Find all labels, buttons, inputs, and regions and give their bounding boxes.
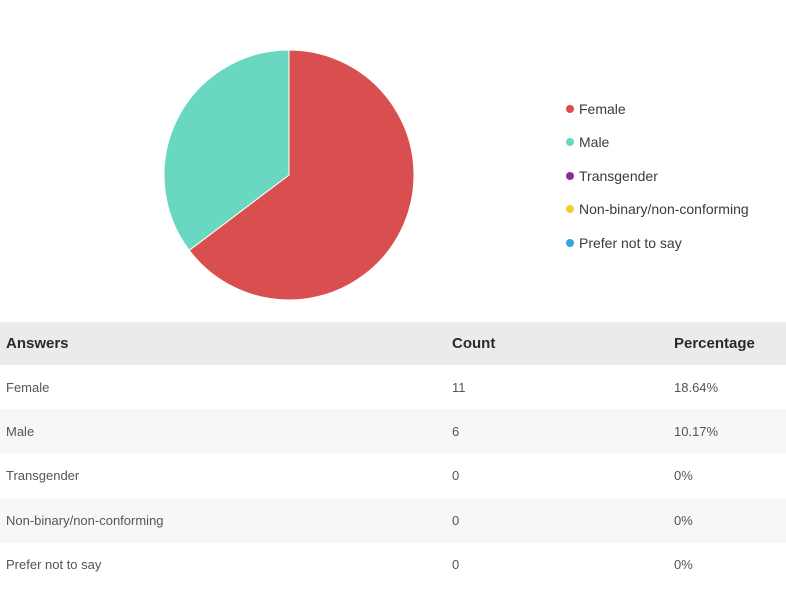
legend-item-female[interactable]: Female xyxy=(566,92,749,126)
table-header-row: Answers Count Percentage xyxy=(0,322,786,365)
legend-label: Female xyxy=(579,100,626,117)
count-cell: 11 xyxy=(452,379,466,395)
percentage-cell: 0% xyxy=(674,468,693,484)
answer-cell: Female xyxy=(6,379,50,395)
answer-cell: Non-binary/non-conforming xyxy=(0,498,446,543)
pie-chart: Female Male Transgender Non-binary/non-c… xyxy=(163,49,749,301)
table-row: Male 6 10.17% xyxy=(0,409,786,454)
header-count: Count xyxy=(446,322,668,365)
percentage-cell: 10.17% xyxy=(668,409,786,454)
legend-label: Male xyxy=(579,134,610,151)
legend-label: Prefer not to say xyxy=(579,234,682,251)
header-answers: Answers xyxy=(0,322,446,365)
pie-slice-male[interactable] xyxy=(163,49,290,252)
legend-item-male[interactable]: Male xyxy=(566,126,749,160)
count-cell: 0 xyxy=(446,498,668,543)
percentage-cell: 0% xyxy=(668,498,786,543)
count-cell: 0 xyxy=(452,557,460,573)
answer-cell: Transgender xyxy=(6,468,80,484)
chart-legend: Female Male Transgender Non-binary/non-c… xyxy=(566,92,749,260)
answer-cell: Prefer not to say xyxy=(6,557,102,573)
pie-slice-female[interactable] xyxy=(188,49,415,301)
legend-item-prefer-not-to-say[interactable]: Prefer not to say xyxy=(566,226,749,260)
results-table: Answers Count Percentage Female 11 18.64… xyxy=(0,322,786,587)
header-percentage: Percentage xyxy=(668,322,786,365)
legend-item-transgender[interactable]: Transgender xyxy=(566,159,749,193)
legend-dot-icon xyxy=(566,238,574,247)
legend-dot-icon xyxy=(566,171,574,180)
legend-label: Transgender xyxy=(579,167,658,184)
table-row: Prefer not to say 0 0% xyxy=(0,543,786,587)
answer-cell: Male xyxy=(0,409,446,454)
percentage-cell: 18.64% xyxy=(674,379,719,395)
legend-dot-icon xyxy=(566,205,574,214)
legend-label: Non-binary/non-conforming xyxy=(579,201,749,218)
table-row: Female 11 18.64% xyxy=(0,365,786,409)
count-cell: 6 xyxy=(446,409,668,454)
table-row: Transgender 0 0% xyxy=(0,454,786,498)
legend-dot-icon xyxy=(566,138,574,147)
percentage-cell: 0% xyxy=(674,557,693,573)
table-row: Non-binary/non-conforming 0 0% xyxy=(0,498,786,543)
legend-item-non-binary[interactable]: Non-binary/non-conforming xyxy=(566,193,749,227)
pie-chart-svg xyxy=(163,49,415,301)
count-cell: 0 xyxy=(452,468,460,484)
legend-dot-icon xyxy=(566,104,574,113)
